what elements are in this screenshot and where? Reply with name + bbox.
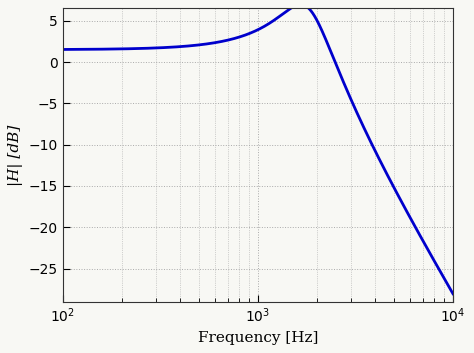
X-axis label: Frequency [Hz]: Frequency [Hz]	[198, 331, 318, 345]
Y-axis label: |H| [dB]: |H| [dB]	[9, 124, 23, 186]
